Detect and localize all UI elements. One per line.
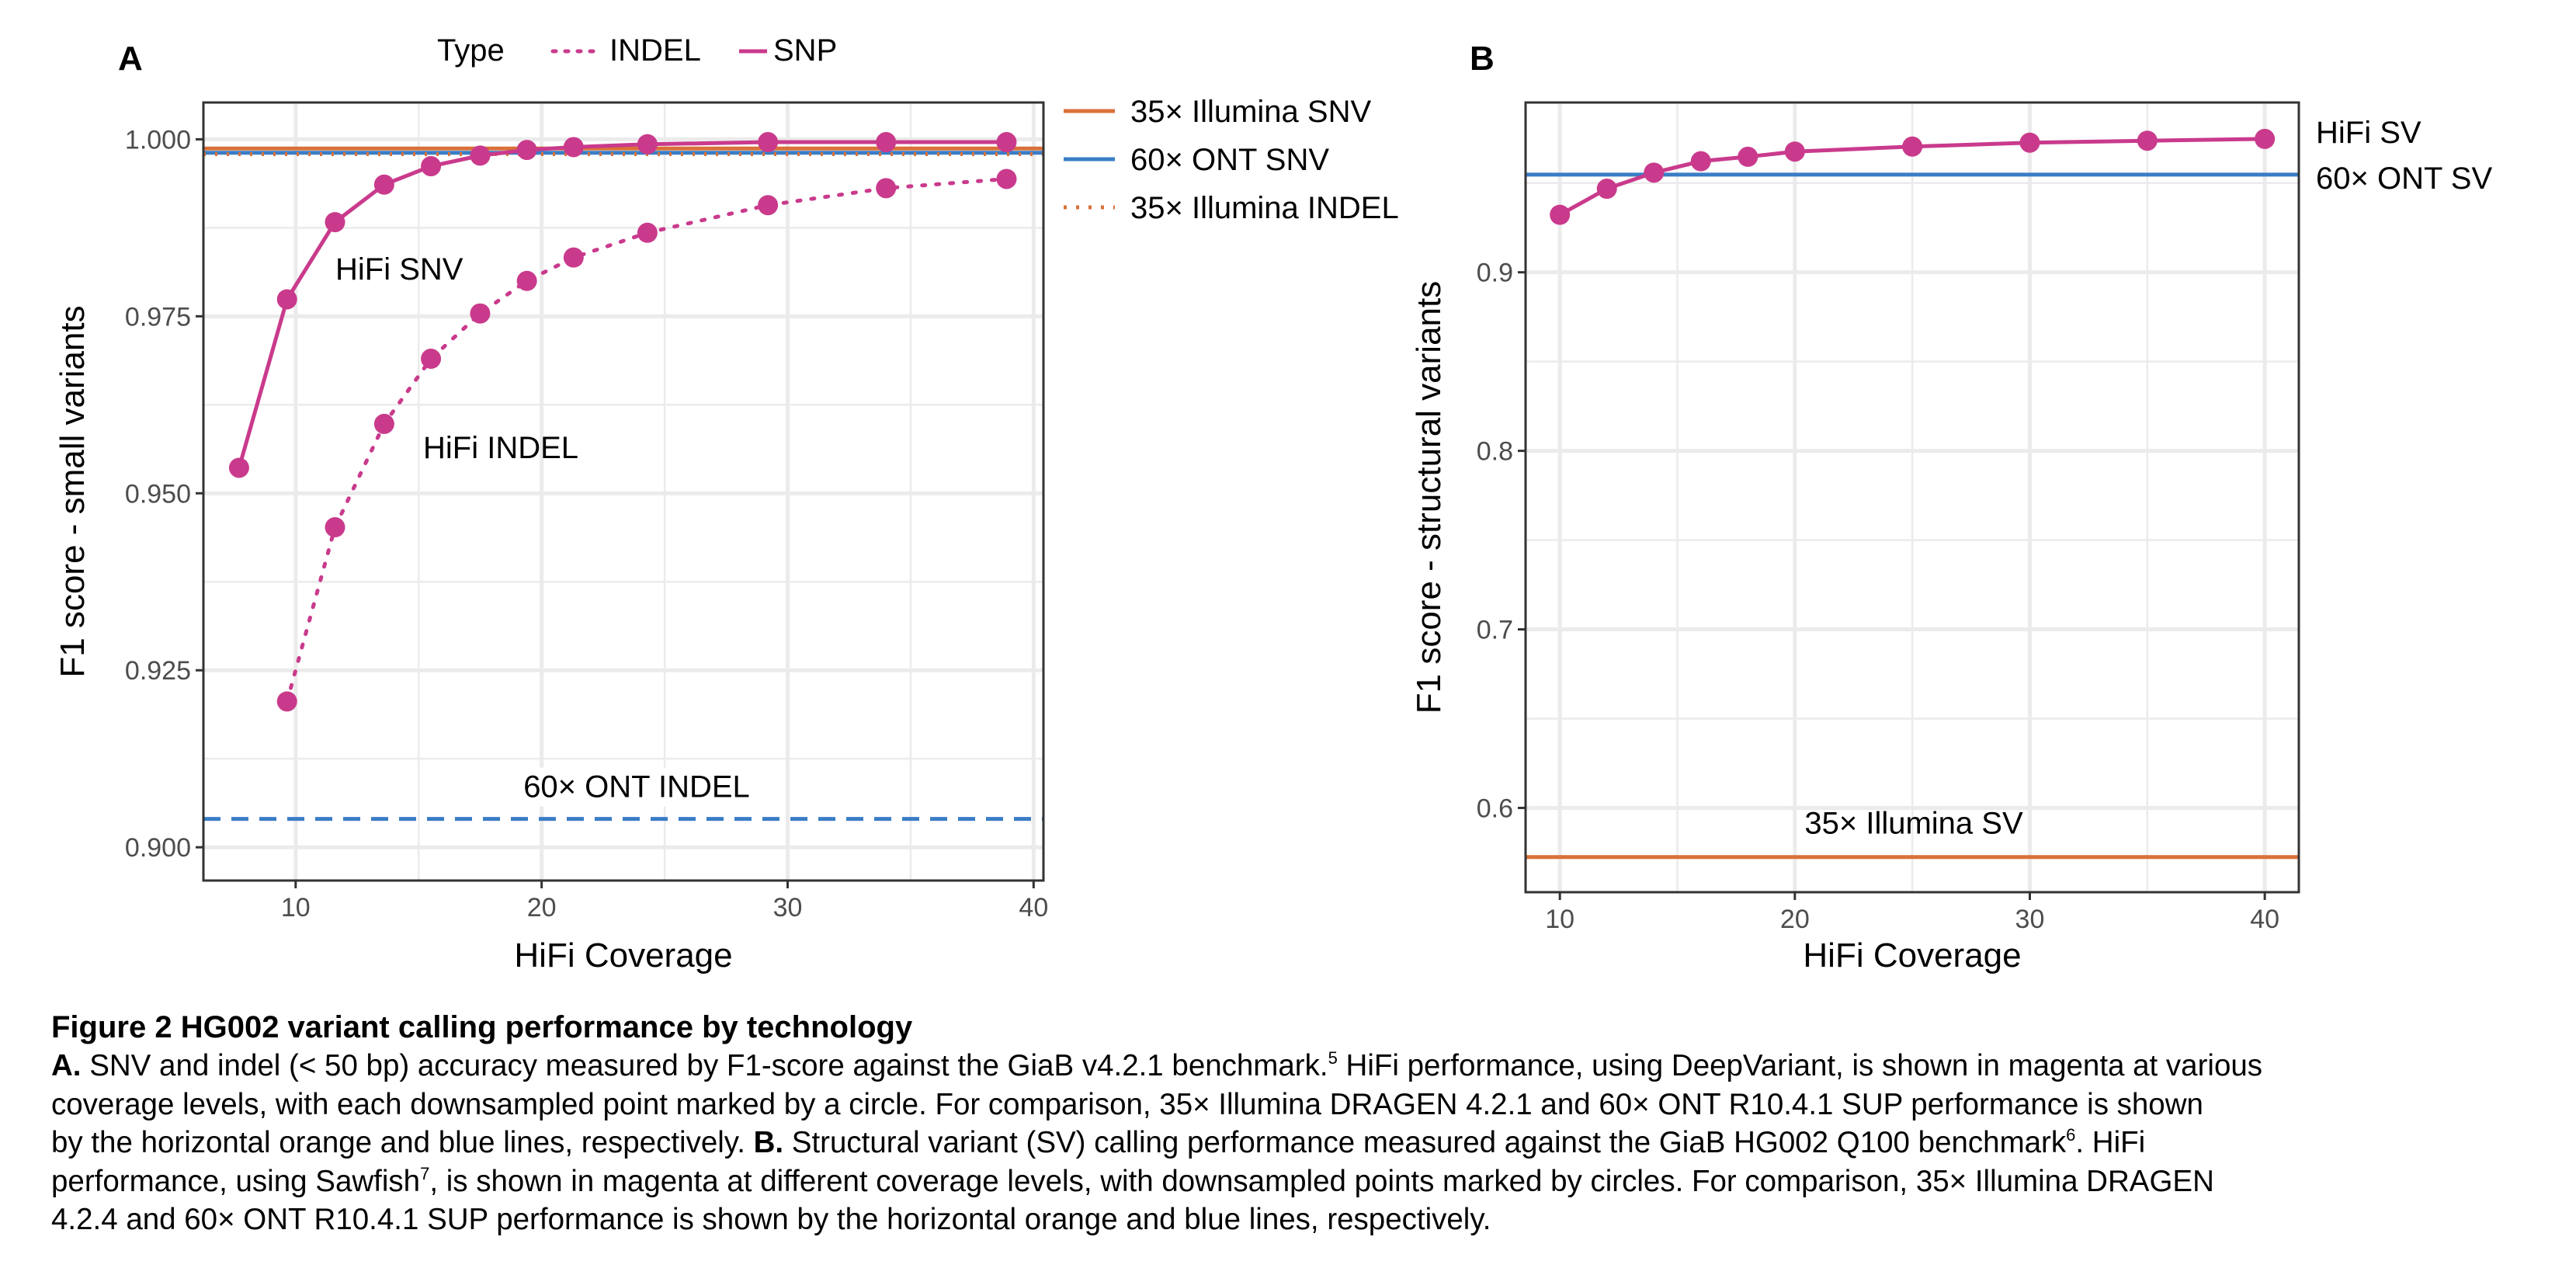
y-tick-label: 1.000 — [125, 125, 191, 155]
y-tick-label: 0.8 — [1477, 437, 1513, 467]
data-point — [325, 517, 345, 538]
figure-caption: Figure 2 HG002 variant calling performan… — [51, 1008, 2551, 1239]
caption-line: performance, using Sawfish7, is shown in… — [51, 1162, 2551, 1201]
caption-line: coverage levels, with each downsampled p… — [51, 1086, 2551, 1124]
citation-superscript: 7 — [420, 1163, 430, 1183]
series-line-snp — [237, 140, 1009, 470]
panel-label: B — [1470, 40, 1495, 78]
data-point — [421, 349, 442, 370]
panel-a: A 10 20 30 40 0.900 0.925 0.950 0.975 1.000 HiFi C… — [54, 40, 1399, 974]
series-line-hifi-sv — [1557, 137, 2267, 217]
annotation-background — [501, 767, 772, 807]
citation-superscript: 5 — [1328, 1048, 1338, 1068]
data-point — [2019, 132, 2040, 153]
data-point — [758, 195, 779, 216]
series-annotation: HiFi SV — [2316, 116, 2422, 150]
caption-text: B. — [753, 1126, 784, 1159]
caption-line: by the horizontal orange and blue lines,… — [51, 1124, 2551, 1162]
legend-label: INDEL — [609, 33, 701, 68]
y-tick-label: 0.925 — [125, 656, 191, 686]
y-tick-label: 0.6 — [1477, 794, 1513, 823]
caption-body: A. SNV and indel (< 50 bp) accuracy meas… — [51, 1047, 2551, 1239]
caption-text: HiFi performance, using DeepVariant, is … — [1337, 1049, 2263, 1082]
x-tick-label: 40 — [1019, 893, 1048, 922]
data-point — [1784, 141, 1805, 162]
data-point — [563, 137, 584, 158]
caption-text: , is shown in magenta at different cover… — [429, 1164, 2214, 1198]
caption-text: Structural variant (SV) calling performa… — [783, 1126, 2067, 1159]
y-tick-label: 0.950 — [125, 479, 191, 509]
x-tick-label: 30 — [2015, 905, 2045, 934]
data-point — [325, 212, 345, 233]
citation-superscript: 6 — [2066, 1125, 2076, 1145]
data-point — [276, 691, 297, 712]
data-point — [470, 303, 491, 324]
y-tick-label: 0.975 — [125, 302, 191, 332]
reference-annotation: 60× ONT SV — [2316, 162, 2492, 196]
data-point — [373, 174, 394, 195]
data-point — [1902, 136, 1923, 157]
y-axis-title: F1 score - small variants — [54, 305, 92, 677]
data-point — [421, 156, 442, 177]
panel-b: B 10 20 30 40 0.6 0.7 0.8 0.9 HiFi Coverage F1 sco… — [1410, 40, 2492, 974]
data-point — [1690, 151, 1711, 172]
y-axis-title: F1 score - structural variants — [1410, 281, 1448, 714]
reference-annotation: 35× Illumina SV — [1804, 807, 2023, 841]
data-point — [373, 413, 394, 434]
data-point — [876, 178, 897, 199]
data-point — [276, 289, 297, 310]
caption-line: 4.2.4 and 60× ONT R10.4.1 SUP performanc… — [51, 1200, 2551, 1239]
series-annotation: HiFi SNV — [335, 252, 463, 287]
x-tick-label: 40 — [2250, 905, 2279, 934]
caption-text: coverage levels, with each downsampled p… — [51, 1087, 2203, 1121]
data-point — [996, 132, 1017, 153]
data-point — [637, 134, 658, 155]
data-point — [228, 457, 249, 478]
data-point — [470, 145, 491, 166]
caption-text: . HiFi — [2075, 1126, 2146, 1159]
data-point — [876, 132, 897, 153]
legend-label: 60× ONT SNV — [1130, 143, 1329, 177]
data-point — [637, 222, 658, 243]
reference-annotation: 60× ONT INDEL — [523, 770, 750, 804]
x-tick-label: 20 — [1780, 905, 1810, 934]
x-tick-label: 20 — [527, 893, 557, 922]
caption-text: A. — [51, 1049, 82, 1082]
plot-border — [202, 101, 1045, 882]
type-legend: Type INDEL SNP — [437, 33, 837, 68]
data-point — [996, 168, 1017, 189]
caption-title: Figure 2 HG002 variant calling performan… — [51, 1010, 913, 1044]
data-point — [1596, 179, 1617, 200]
data-point — [1644, 162, 1665, 183]
data-point — [758, 132, 779, 153]
data-point — [1550, 204, 1571, 225]
caption-text: 4.2.4 and 60× ONT R10.4.1 SUP performanc… — [51, 1203, 1491, 1236]
x-tick-label: 10 — [281, 893, 311, 922]
legend-label: 35× Illumina SNV — [1130, 95, 1371, 129]
data-point — [2137, 130, 2158, 151]
legend-label: SNP — [773, 33, 837, 68]
y-tick-label: 0.900 — [125, 833, 191, 863]
data-point — [1738, 146, 1758, 167]
series-annotation: HiFi INDEL — [423, 431, 578, 465]
x-axis-title: HiFi Coverage — [514, 936, 732, 974]
x-tick-label: 30 — [773, 893, 803, 922]
data-point — [516, 140, 537, 161]
x-axis-title: HiFi Coverage — [1803, 936, 2021, 974]
data-point — [516, 270, 537, 291]
y-tick-label: 0.9 — [1477, 259, 1513, 288]
plot-border — [1524, 101, 2300, 894]
panel-label: A — [118, 40, 143, 78]
data-point — [2255, 128, 2276, 149]
caption-line: A. SNV and indel (< 50 bp) accuracy meas… — [51, 1047, 2551, 1086]
legend-title: Type — [437, 33, 505, 68]
legend-label: 35× Illumina INDEL — [1130, 191, 1399, 225]
x-tick-label: 10 — [1545, 905, 1574, 934]
caption-text: performance, using Sawfish — [51, 1164, 421, 1198]
data-point — [563, 247, 584, 268]
caption-text: SNV and indel (< 50 bp) accuracy measure… — [81, 1049, 1328, 1082]
y-tick-label: 0.7 — [1477, 616, 1513, 645]
caption-text: by the horizontal orange and blue lines,… — [51, 1126, 754, 1159]
